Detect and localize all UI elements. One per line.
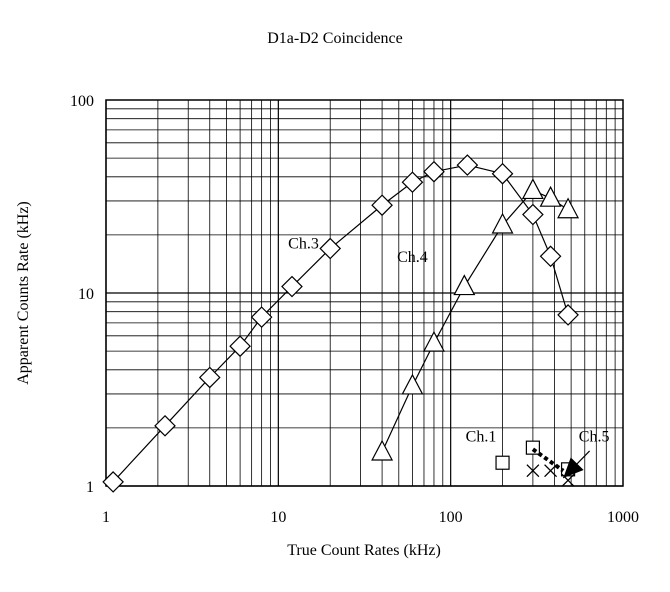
data-point-triangle [453,274,476,296]
grid [105,100,623,487]
data-point-triangle [539,185,562,207]
series-line [381,189,569,453]
data-point-diamond [250,306,273,328]
data-point-diamond [154,414,176,437]
data-point-square [525,440,540,455]
data-point-diamond [281,275,303,298]
x-axis-label: True Count Rates (kHz) [287,542,441,559]
annotation-label: Ch.5 [579,429,610,446]
data-point-diamond [423,160,445,183]
annotation-label: Ch.3 [288,236,319,253]
data-point-square [495,455,510,470]
chart-title: D1a-D2 Coincidence [267,30,403,47]
y-axis-label: Apparent Counts Rate (kHz) [15,201,32,385]
series-ch-4 [371,178,580,461]
data-point-triangle [557,197,580,219]
data-point-diamond [401,171,424,194]
data-point-diamond [102,471,124,493]
series-ch-3 [102,154,579,493]
data-point-triangle [371,439,394,461]
data-point-triangle [422,330,445,352]
arrow-dotted [531,447,565,473]
data-point-diamond [456,154,479,176]
data-point-diamond [198,366,221,389]
data-point-x [544,464,558,478]
annotation-layer: Ch.3 Ch.4 Ch.1 Ch.5 [288,236,610,479]
data-point-diamond [371,194,393,217]
series-line [112,164,569,483]
plot-frame [105,99,624,487]
annotation-label: Ch.4 [397,249,428,266]
series-layer [102,154,580,493]
data-point-diamond [491,162,514,185]
y-tick-label: 1 [86,479,94,496]
y-axis-ticks: 1 10 100 [70,93,94,496]
x-tick-label: 1 [102,509,110,526]
x-tick-label: 10 [270,509,286,526]
x-tick-label: 100 [439,509,463,526]
data-point-diamond [539,245,562,268]
data-point-diamond [522,203,544,226]
data-point-diamond [319,237,342,260]
annotation-label: Ch.1 [466,429,497,446]
y-tick-label: 100 [70,93,94,110]
data-point-diamond [229,335,251,358]
data-point-triangle [521,178,544,200]
x-axis-ticks: 1 10 100 1000 [102,509,639,526]
data-point-triangle [401,373,424,395]
data-point-diamond [557,304,579,326]
data-point-triangle [491,212,514,234]
data-point-x [526,464,540,478]
x-tick-label: 1000 [607,509,639,526]
y-tick-label: 10 [78,286,94,303]
arrow-head [563,457,584,479]
